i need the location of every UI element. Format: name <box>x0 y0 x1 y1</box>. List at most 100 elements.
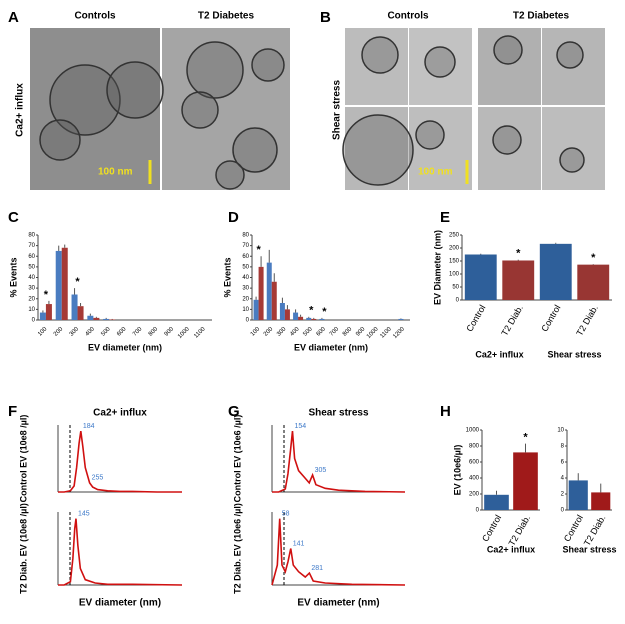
vesicle <box>493 35 523 65</box>
y-tick-label: 80 <box>28 233 35 239</box>
y-axis-label: EV Diameter (nm) <box>432 230 442 305</box>
y-tick-label: 60 <box>28 254 35 260</box>
significance: * <box>591 252 596 264</box>
y-tick-label: 50 <box>28 264 35 270</box>
bar <box>87 315 94 320</box>
y-tick-label: 60 <box>242 254 249 260</box>
panel-label: D <box>228 209 239 226</box>
peak-label: 58 <box>282 510 290 517</box>
bar <box>271 281 277 320</box>
panel-label: B <box>320 9 331 26</box>
peak-label: 141 <box>293 540 305 547</box>
x-tick-label: 500 <box>100 326 112 338</box>
y-tick-label: 40 <box>28 275 35 281</box>
x-axis-label: EV diameter (nm) <box>88 342 162 352</box>
x-tick-label: Control <box>562 513 585 543</box>
bar <box>103 318 110 320</box>
micrograph <box>409 28 472 105</box>
panel-label: C <box>8 209 19 226</box>
y-tick-label: 30 <box>242 286 249 292</box>
x-axis-label: EV diameter (nm) <box>79 598 161 609</box>
bar <box>306 317 312 320</box>
vesicle <box>361 36 399 74</box>
x-tick-label: 600 <box>116 326 128 338</box>
bar <box>502 260 535 300</box>
micrograph <box>409 107 472 190</box>
y-tick-label: 20 <box>242 296 249 302</box>
significance: * <box>309 305 314 317</box>
significance: * <box>516 248 521 260</box>
y-tick-label: 10 <box>557 428 564 434</box>
y-tick-label: 50 <box>452 285 459 291</box>
peak-label: 255 <box>92 475 104 482</box>
x-tick-label: 800 <box>148 326 160 338</box>
x-tick-label: 300 <box>69 326 81 338</box>
x-tick-label: 400 <box>289 326 301 338</box>
significance: * <box>322 306 327 318</box>
panel-label: F <box>8 403 17 420</box>
y-tick-label: 10 <box>242 307 249 313</box>
x-tick-label: 1100 <box>193 326 207 340</box>
bar <box>484 494 509 510</box>
vesicle <box>559 147 585 173</box>
x-axis-label: Ca2+ influx <box>487 544 535 554</box>
y-tick-label: 8 <box>561 444 565 450</box>
y-tick-label: 80 <box>242 233 249 239</box>
bar <box>568 480 588 510</box>
bar <box>258 266 264 320</box>
y-tick-label: 0 <box>246 318 250 324</box>
y-tick-label: 600 <box>469 460 480 466</box>
x-tick-label: 400 <box>85 326 97 338</box>
y-axis-label: EV (10e6/µl) <box>452 445 462 496</box>
panel-label: E <box>440 209 450 226</box>
x-tick-label: T2 Diab. <box>499 303 525 337</box>
panel-label: H <box>440 403 451 420</box>
vesicle <box>39 119 81 161</box>
bar <box>513 452 538 510</box>
x-tick-label: Control <box>539 303 562 333</box>
x-tick-label: 700 <box>329 326 341 338</box>
x-tick-label: T2 Diab. <box>574 303 600 337</box>
row-title: Ca2+ influx <box>15 83 26 137</box>
vesicle <box>186 41 244 99</box>
bar <box>77 306 84 320</box>
bar <box>311 318 317 320</box>
peak-label: 281 <box>311 565 323 572</box>
x-tick-label: 1200 <box>392 326 406 340</box>
y-tick-label: 70 <box>28 243 35 249</box>
y-axis-label: % Events <box>222 257 232 297</box>
bar <box>298 316 304 320</box>
y-axis-label: % Events <box>8 257 18 297</box>
y-tick-label: 0 <box>561 508 565 514</box>
micrograph <box>162 28 290 190</box>
significance: * <box>523 432 528 444</box>
y-tick-label: 150 <box>449 259 460 265</box>
bar <box>279 303 285 320</box>
scale-text: 100 nm <box>98 167 133 178</box>
significance: * <box>44 289 49 301</box>
y-tick-label: 0 <box>476 508 480 514</box>
x-tick-label: 300 <box>276 326 288 338</box>
micrograph <box>478 28 541 105</box>
bar <box>539 243 572 300</box>
vesicle <box>424 46 456 78</box>
x-tick-label: 600 <box>316 326 328 338</box>
vesicle <box>232 127 278 173</box>
peak-label: 145 <box>78 510 90 517</box>
x-tick-label: 1100 <box>379 326 393 340</box>
y-tick-label: 100 <box>449 272 460 278</box>
panel-label: A <box>8 9 19 26</box>
scale-text: 100 nm <box>418 167 453 178</box>
chart-title: Shear stress <box>308 408 368 419</box>
bar <box>577 264 610 300</box>
x-axis-label: Shear stress <box>562 544 616 554</box>
vesicle <box>342 114 414 186</box>
bar <box>55 250 62 320</box>
y-tick-label: 40 <box>242 275 249 281</box>
vesicle <box>215 160 245 190</box>
x-tick-label: 800 <box>342 326 354 338</box>
size-distribution <box>271 518 406 586</box>
x-tick-label: Control <box>480 513 503 543</box>
bar <box>464 254 497 300</box>
y-tick-label: 0 <box>456 298 460 304</box>
